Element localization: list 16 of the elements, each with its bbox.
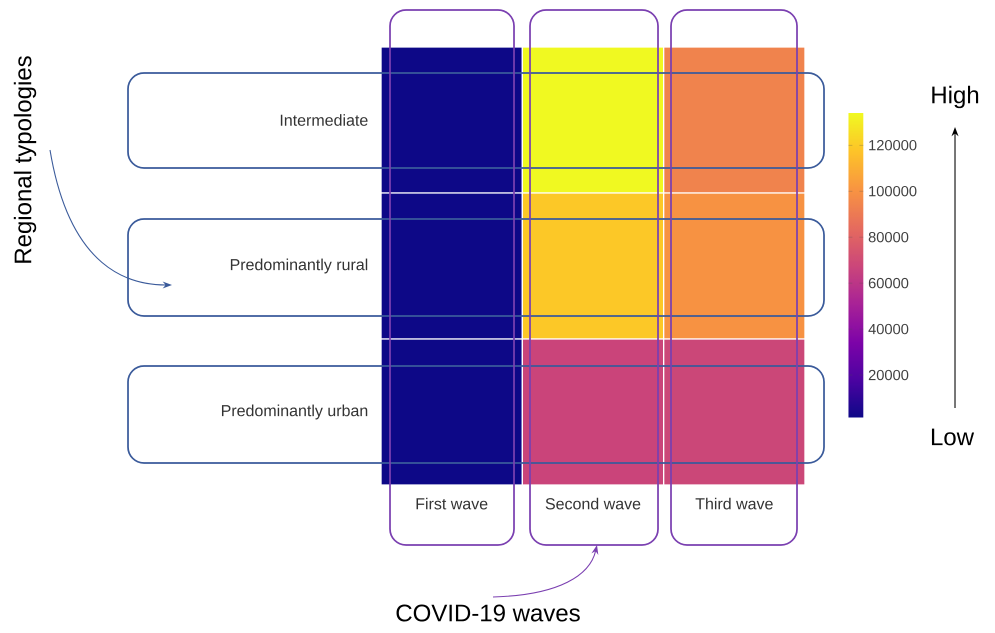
- color-bar-label: 40000: [868, 324, 908, 334]
- y-tick-label: Predominantly rural: [230, 258, 368, 274]
- x-tick-label: Second wave: [546, 498, 640, 510]
- text: High: [932, 86, 978, 108]
- y-tick-label: Intermediate: [280, 114, 368, 126]
- x-tick-label: First wave: [416, 498, 488, 510]
- color-bar-label: 100000: [869, 186, 916, 196]
- x-tick-label: Third wave: [696, 498, 773, 510]
- color-bar-label: 60000: [868, 278, 908, 288]
- y-tick-label: Predominantly urban: [222, 404, 368, 420]
- color-bar-label: 80000: [868, 232, 908, 242]
- text: Regional typologies: [14, 56, 36, 263]
- color-bar-label: 120000: [869, 140, 916, 150]
- text: Low: [932, 428, 974, 446]
- text: COVID-19 waves: [396, 604, 580, 622]
- color-bar-label: 20000: [868, 370, 908, 380]
